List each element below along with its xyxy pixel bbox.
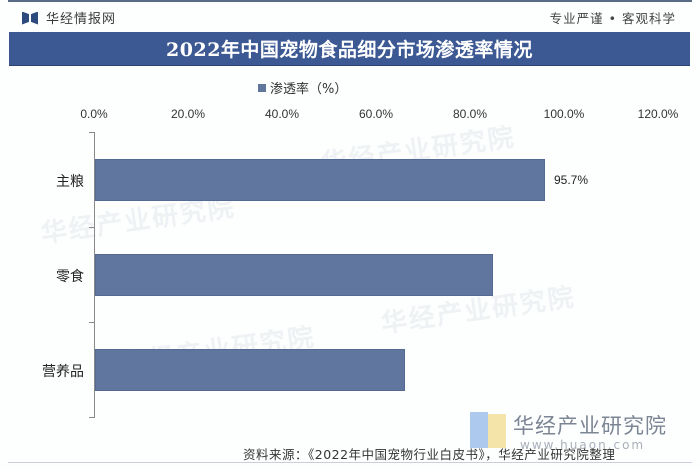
category-label: 主粮 <box>56 174 84 190</box>
source-note: 资料来源：《2022年中国宠物行业白皮书》，华经产业研究院整理 <box>243 447 616 462</box>
footer-org: 华经产业研究院 <box>513 414 667 438</box>
slogan: 专业严谨 • 客观科学 <box>549 11 676 26</box>
x-tick: 0.0% <box>80 107 108 121</box>
bar-supplements <box>95 349 405 391</box>
bar-snacks <box>95 254 493 296</box>
category-label: 零食 <box>56 269 84 285</box>
y-axis-tickmark <box>89 132 95 133</box>
x-tick: 20.0% <box>170 107 206 121</box>
bar-staple-food <box>95 159 545 201</box>
brand-logo-icon <box>22 10 38 26</box>
y-axis-tickmark <box>89 322 95 323</box>
x-tick: 100.0% <box>543 107 585 121</box>
y-axis-line <box>94 132 95 418</box>
chart-title: 2022年中国宠物食品细分市场渗透率情况 <box>166 39 533 61</box>
legend-swatch <box>258 83 266 92</box>
value-label: 95.7% <box>554 173 589 187</box>
brand: 华经情报网 <box>22 8 116 27</box>
x-tick: 40.0% <box>264 107 300 121</box>
bottom-border <box>8 462 692 463</box>
legend: 渗透率（%） <box>258 78 347 97</box>
y-axis-tickmark <box>89 227 95 228</box>
x-tick: 60.0% <box>358 107 394 121</box>
x-tick: 120.0% <box>637 107 679 121</box>
top-border <box>8 0 692 2</box>
footer-url: www.huaon.com <box>520 438 646 452</box>
y-axis-tickmark <box>89 417 95 418</box>
footer-logo-icon <box>470 412 508 450</box>
title-bar: 2022年中国宠物食品细分市场渗透率情况 <box>9 32 690 66</box>
category-label: 营养品 <box>42 364 84 380</box>
x-tick: 80.0% <box>452 107 488 121</box>
brand-name: 华经情报网 <box>46 12 117 27</box>
legend-label: 渗透率（%） <box>270 82 348 97</box>
